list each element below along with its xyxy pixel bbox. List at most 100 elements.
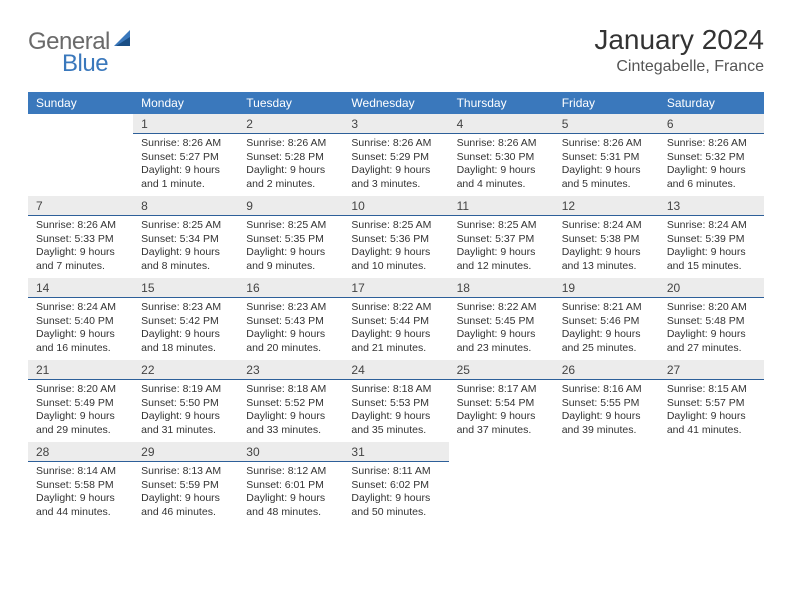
calendar-page: General January 2024 Cintegabelle, Franc… (0, 0, 792, 612)
calendar-cell (554, 442, 659, 524)
daylight-text: Daylight: 9 hours and 48 minutes. (246, 492, 335, 519)
day-details: Sunrise: 8:21 AMSunset: 5:46 PMDaylight:… (554, 298, 659, 356)
day-details: Sunrise: 8:26 AMSunset: 5:28 PMDaylight:… (238, 134, 343, 192)
daylight-text: Daylight: 9 hours and 8 minutes. (141, 246, 230, 273)
day-number: 29 (133, 442, 238, 462)
calendar-cell: 17Sunrise: 8:22 AMSunset: 5:44 PMDayligh… (343, 278, 448, 360)
daylight-text: Daylight: 9 hours and 5 minutes. (562, 164, 651, 191)
daylight-text: Daylight: 9 hours and 23 minutes. (457, 328, 546, 355)
page-title: January 2024 (594, 24, 764, 56)
calendar-cell: 18Sunrise: 8:22 AMSunset: 5:45 PMDayligh… (449, 278, 554, 360)
day-number: 10 (343, 196, 448, 216)
calendar-cell (449, 442, 554, 524)
daylight-text: Daylight: 9 hours and 1 minute. (141, 164, 230, 191)
sunset-text: Sunset: 5:45 PM (457, 315, 546, 329)
calendar-cell: 21Sunrise: 8:20 AMSunset: 5:49 PMDayligh… (28, 360, 133, 442)
sunset-text: Sunset: 5:57 PM (667, 397, 756, 411)
sunset-text: Sunset: 5:30 PM (457, 151, 546, 165)
sunset-text: Sunset: 5:32 PM (667, 151, 756, 165)
day-number: 28 (28, 442, 133, 462)
day-details: Sunrise: 8:14 AMSunset: 5:58 PMDaylight:… (28, 462, 133, 520)
sunrise-text: Sunrise: 8:13 AM (141, 465, 230, 479)
sunset-text: Sunset: 5:40 PM (36, 315, 125, 329)
sunset-text: Sunset: 5:34 PM (141, 233, 230, 247)
sunset-text: Sunset: 5:42 PM (141, 315, 230, 329)
day-details: Sunrise: 8:16 AMSunset: 5:55 PMDaylight:… (554, 380, 659, 438)
daylight-text: Daylight: 9 hours and 46 minutes. (141, 492, 230, 519)
calendar-cell: 1Sunrise: 8:26 AMSunset: 5:27 PMDaylight… (133, 114, 238, 196)
sunrise-text: Sunrise: 8:23 AM (141, 301, 230, 315)
weekday-header: Saturday (659, 92, 764, 114)
daylight-text: Daylight: 9 hours and 7 minutes. (36, 246, 125, 273)
day-details: Sunrise: 8:25 AMSunset: 5:37 PMDaylight:… (449, 216, 554, 274)
daylight-text: Daylight: 9 hours and 10 minutes. (351, 246, 440, 273)
day-details: Sunrise: 8:26 AMSunset: 5:32 PMDaylight:… (659, 134, 764, 192)
sunset-text: Sunset: 6:02 PM (351, 479, 440, 493)
sunrise-text: Sunrise: 8:25 AM (246, 219, 335, 233)
daylight-text: Daylight: 9 hours and 9 minutes. (246, 246, 335, 273)
day-number: 20 (659, 278, 764, 298)
calendar-cell: 10Sunrise: 8:25 AMSunset: 5:36 PMDayligh… (343, 196, 448, 278)
day-details: Sunrise: 8:22 AMSunset: 5:44 PMDaylight:… (343, 298, 448, 356)
calendar-cell: 6Sunrise: 8:26 AMSunset: 5:32 PMDaylight… (659, 114, 764, 196)
day-details: Sunrise: 8:20 AMSunset: 5:49 PMDaylight:… (28, 380, 133, 438)
day-number (659, 442, 764, 462)
day-number: 4 (449, 114, 554, 134)
day-number: 30 (238, 442, 343, 462)
calendar-cell: 24Sunrise: 8:18 AMSunset: 5:53 PMDayligh… (343, 360, 448, 442)
day-details: Sunrise: 8:25 AMSunset: 5:34 PMDaylight:… (133, 216, 238, 274)
calendar-cell: 25Sunrise: 8:17 AMSunset: 5:54 PMDayligh… (449, 360, 554, 442)
day-number: 1 (133, 114, 238, 134)
sunrise-text: Sunrise: 8:24 AM (562, 219, 651, 233)
daylight-text: Daylight: 9 hours and 18 minutes. (141, 328, 230, 355)
day-details: Sunrise: 8:24 AMSunset: 5:38 PMDaylight:… (554, 216, 659, 274)
daylight-text: Daylight: 9 hours and 4 minutes. (457, 164, 546, 191)
title-block: January 2024 Cintegabelle, France (594, 24, 764, 76)
sunset-text: Sunset: 5:52 PM (246, 397, 335, 411)
sunrise-text: Sunrise: 8:16 AM (562, 383, 651, 397)
calendar-cell: 22Sunrise: 8:19 AMSunset: 5:50 PMDayligh… (133, 360, 238, 442)
day-number: 23 (238, 360, 343, 380)
calendar-week-row: 7Sunrise: 8:26 AMSunset: 5:33 PMDaylight… (28, 196, 764, 278)
daylight-text: Daylight: 9 hours and 37 minutes. (457, 410, 546, 437)
sunrise-text: Sunrise: 8:25 AM (351, 219, 440, 233)
sunrise-text: Sunrise: 8:12 AM (246, 465, 335, 479)
sunrise-text: Sunrise: 8:25 AM (457, 219, 546, 233)
daylight-text: Daylight: 9 hours and 50 minutes. (351, 492, 440, 519)
sunrise-text: Sunrise: 8:26 AM (351, 137, 440, 151)
calendar-header-row: SundayMondayTuesdayWednesdayThursdayFrid… (28, 92, 764, 114)
day-number (554, 442, 659, 462)
calendar-cell: 28Sunrise: 8:14 AMSunset: 5:58 PMDayligh… (28, 442, 133, 524)
weekday-header: Monday (133, 92, 238, 114)
sunset-text: Sunset: 5:54 PM (457, 397, 546, 411)
calendar-cell: 4Sunrise: 8:26 AMSunset: 5:30 PMDaylight… (449, 114, 554, 196)
calendar-cell: 11Sunrise: 8:25 AMSunset: 5:37 PMDayligh… (449, 196, 554, 278)
day-details: Sunrise: 8:24 AMSunset: 5:40 PMDaylight:… (28, 298, 133, 356)
day-number: 27 (659, 360, 764, 380)
daylight-text: Daylight: 9 hours and 21 minutes. (351, 328, 440, 355)
weekday-header: Thursday (449, 92, 554, 114)
day-details: Sunrise: 8:23 AMSunset: 5:42 PMDaylight:… (133, 298, 238, 356)
daylight-text: Daylight: 9 hours and 25 minutes. (562, 328, 651, 355)
day-number: 24 (343, 360, 448, 380)
day-details: Sunrise: 8:25 AMSunset: 5:35 PMDaylight:… (238, 216, 343, 274)
sunset-text: Sunset: 5:36 PM (351, 233, 440, 247)
daylight-text: Daylight: 9 hours and 6 minutes. (667, 164, 756, 191)
day-details: Sunrise: 8:25 AMSunset: 5:36 PMDaylight:… (343, 216, 448, 274)
day-details: Sunrise: 8:26 AMSunset: 5:27 PMDaylight:… (133, 134, 238, 192)
daylight-text: Daylight: 9 hours and 29 minutes. (36, 410, 125, 437)
logo-text-blue: Blue (62, 50, 108, 77)
day-number: 2 (238, 114, 343, 134)
day-number: 17 (343, 278, 448, 298)
day-details: Sunrise: 8:26 AMSunset: 5:31 PMDaylight:… (554, 134, 659, 192)
sunset-text: Sunset: 5:31 PM (562, 151, 651, 165)
day-details: Sunrise: 8:24 AMSunset: 5:39 PMDaylight:… (659, 216, 764, 274)
day-number: 25 (449, 360, 554, 380)
day-details (449, 462, 554, 465)
day-details (28, 134, 133, 137)
day-number: 15 (133, 278, 238, 298)
sunrise-text: Sunrise: 8:18 AM (351, 383, 440, 397)
sunset-text: Sunset: 5:33 PM (36, 233, 125, 247)
weekday-header: Sunday (28, 92, 133, 114)
calendar-cell: 14Sunrise: 8:24 AMSunset: 5:40 PMDayligh… (28, 278, 133, 360)
